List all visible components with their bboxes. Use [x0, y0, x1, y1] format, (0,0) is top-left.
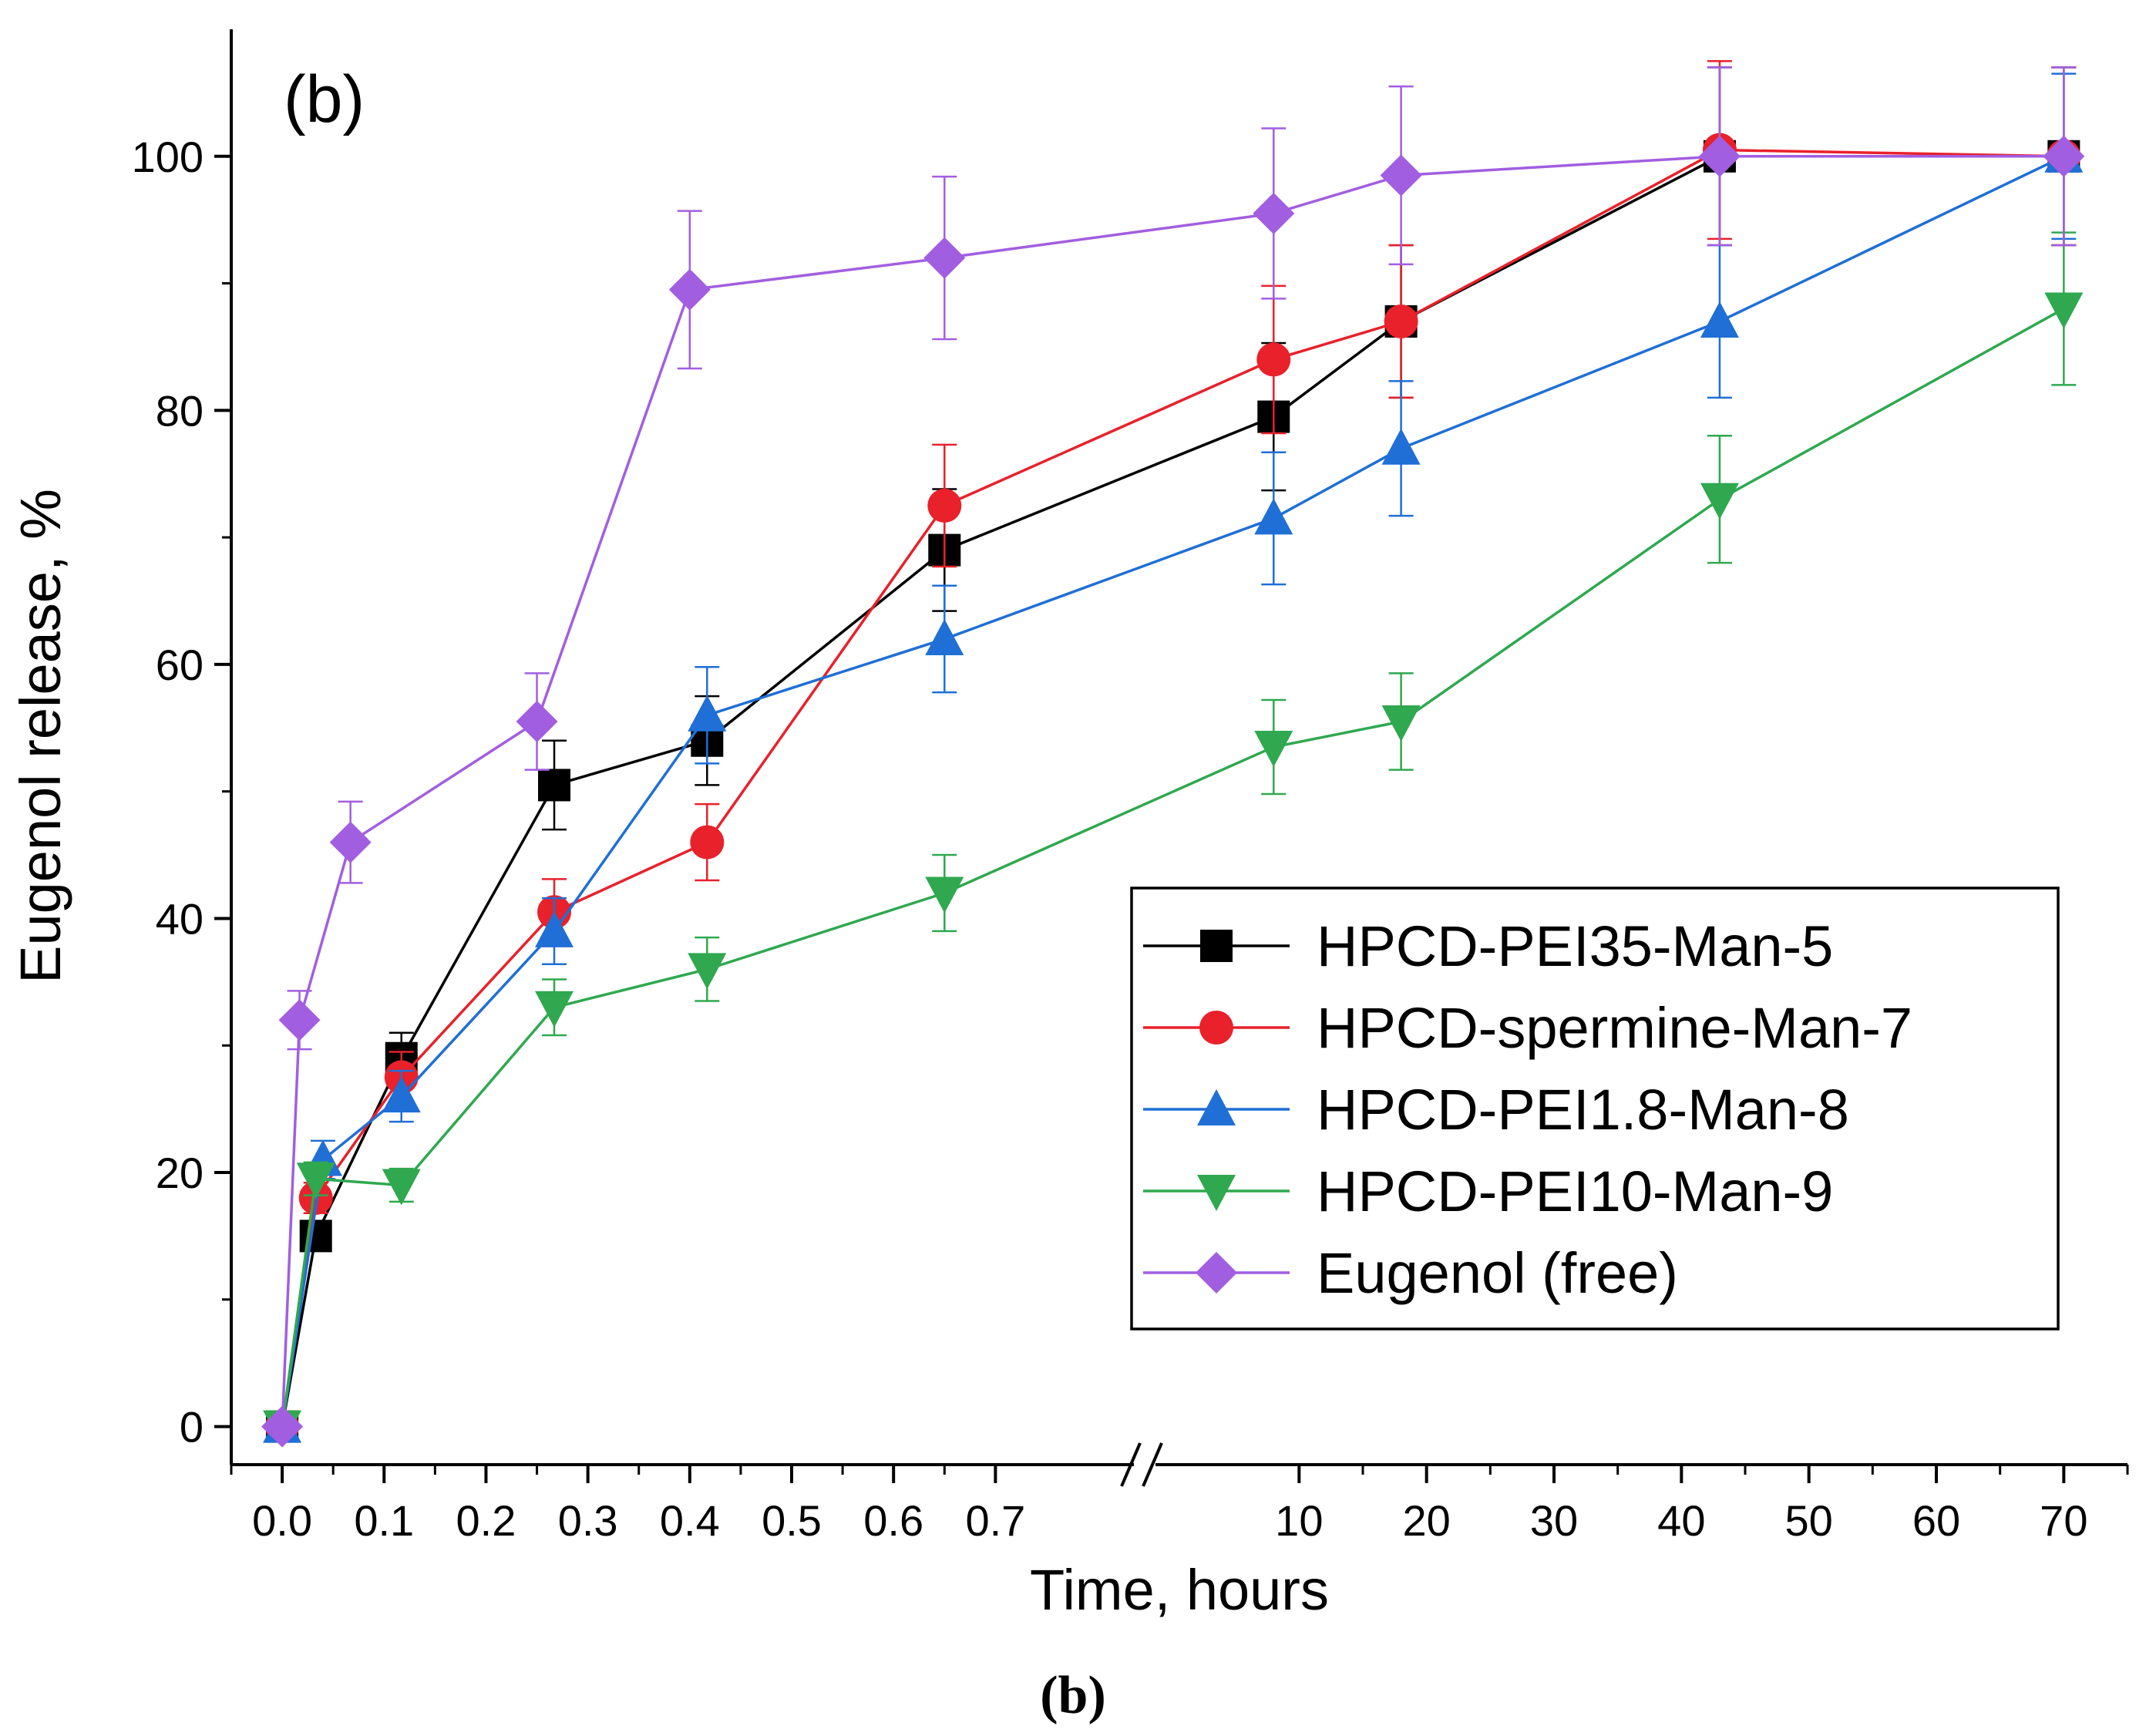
x-tick-label: 0.6: [863, 1496, 923, 1545]
legend: HPCD-PEI35-Man-5 HPCD-spermine-Man-7 HPCD-…: [1130, 887, 2060, 1331]
y-tick-label: 100: [132, 133, 204, 181]
axis-break-mark: [1120, 1442, 1142, 1487]
data-point: [1381, 428, 1421, 465]
series-line: [281, 155, 2064, 1427]
y-axis-title: Eugenol release, %: [8, 489, 72, 984]
data-point: [299, 1220, 332, 1253]
x-tick-label: 0.0: [252, 1496, 312, 1545]
data-point: [535, 991, 574, 1028]
data-point: [1381, 705, 1421, 742]
series-line: [281, 148, 2064, 1427]
legend-label: HPCD-PEI1.8-Man-8: [1317, 1078, 1849, 1142]
series-line: [281, 307, 2065, 1427]
series-eugenol-free-: [261, 66, 2085, 1448]
series-line: [281, 155, 2065, 1427]
data-point: [2044, 292, 2084, 329]
legend-marker: [1199, 1011, 1233, 1045]
data-point: [1254, 731, 1293, 767]
legend-item: Eugenol (free): [1143, 1241, 1678, 1305]
data-point: [329, 821, 372, 863]
y-tick-label: 40: [156, 894, 204, 943]
data-point: [1380, 154, 1422, 197]
y-axis: 0 20 40 60 80 100: [132, 133, 231, 1452]
data-point: [538, 769, 571, 802]
data-point: [925, 618, 964, 655]
panel-label: (b): [284, 62, 365, 136]
y-tick-label: 80: [156, 386, 204, 435]
legend-label: HPCD-PEI10-Man-9: [1317, 1159, 1833, 1223]
data-point: [1253, 192, 1295, 234]
data-point: [1254, 498, 1293, 535]
y-tick-label: 0: [180, 1403, 204, 1452]
legend-label: HPCD-spermine-Man-7: [1317, 996, 1912, 1060]
data-point: [688, 695, 727, 732]
y-tick-label: 20: [156, 1149, 204, 1197]
data-point: [382, 1169, 421, 1206]
data-point: [2043, 135, 2085, 177]
y-tick-label: 60: [156, 641, 204, 689]
axis-break-mark: [1142, 1442, 1163, 1487]
plot-frame: [230, 29, 2128, 1487]
x-tick-label: 0.1: [354, 1496, 414, 1545]
data-point: [688, 953, 727, 990]
data-point: [927, 488, 962, 523]
x-tick-label: 0.3: [558, 1496, 618, 1545]
x-tick-label: 50: [1785, 1496, 1833, 1545]
series-line: [281, 155, 2064, 1427]
data-point: [535, 910, 574, 947]
x-tick-label: 0.2: [456, 1496, 516, 1545]
data-point: [1698, 135, 1741, 177]
data-point: [1256, 342, 1291, 377]
legend-marker: [1200, 930, 1233, 962]
data-point: [261, 1405, 304, 1448]
x-tick-label: 70: [2040, 1496, 2087, 1545]
data-point: [1700, 301, 1739, 338]
x-tick-label: 60: [1912, 1496, 1960, 1545]
legend-item: HPCD-PEI35-Man-5: [1143, 914, 1833, 978]
series-layer: [261, 59, 2085, 1448]
data-point: [925, 876, 964, 913]
data-point: [690, 825, 725, 860]
data-point: [668, 268, 711, 311]
legend-marker: [1197, 1175, 1236, 1211]
legend-item: HPCD-PEI10-Man-9: [1143, 1159, 1833, 1223]
legend-item: HPCD-spermine-Man-7: [1143, 996, 1912, 1060]
x-tick-label: 0.7: [965, 1496, 1025, 1545]
legend-marker: [1196, 1252, 1237, 1294]
x-tick-label: 0.4: [660, 1496, 720, 1545]
legend-marker: [1197, 1089, 1236, 1125]
x-tick-label: 40: [1657, 1496, 1705, 1545]
data-point: [278, 999, 321, 1041]
x-axis: 0.0 0.1 0.2 0.3 0.4 0.5 0.6 0.7 10 20 30 40 50 60 70: [230, 1465, 2129, 1545]
x-tick-label: 20: [1403, 1496, 1451, 1545]
data-point: [1384, 304, 1418, 338]
data-point: [923, 237, 966, 279]
x-tick-label: 30: [1530, 1496, 1578, 1545]
legend-label: HPCD-PEI35-Man-5: [1317, 914, 1833, 978]
legend-item: HPCD-PEI1.8-Man-8: [1143, 1078, 1849, 1142]
x-tick-label: 0.5: [762, 1496, 822, 1545]
data-point: [382, 1076, 421, 1113]
x-axis-title: Time, hours: [1030, 1558, 1329, 1622]
data-point: [296, 1162, 335, 1199]
data-point: [1700, 483, 1739, 520]
figure-caption: (b): [1040, 1666, 1106, 1725]
legend-label: Eugenol (free): [1317, 1241, 1678, 1305]
x-tick-label: 10: [1275, 1496, 1323, 1545]
data-point: [516, 701, 558, 743]
